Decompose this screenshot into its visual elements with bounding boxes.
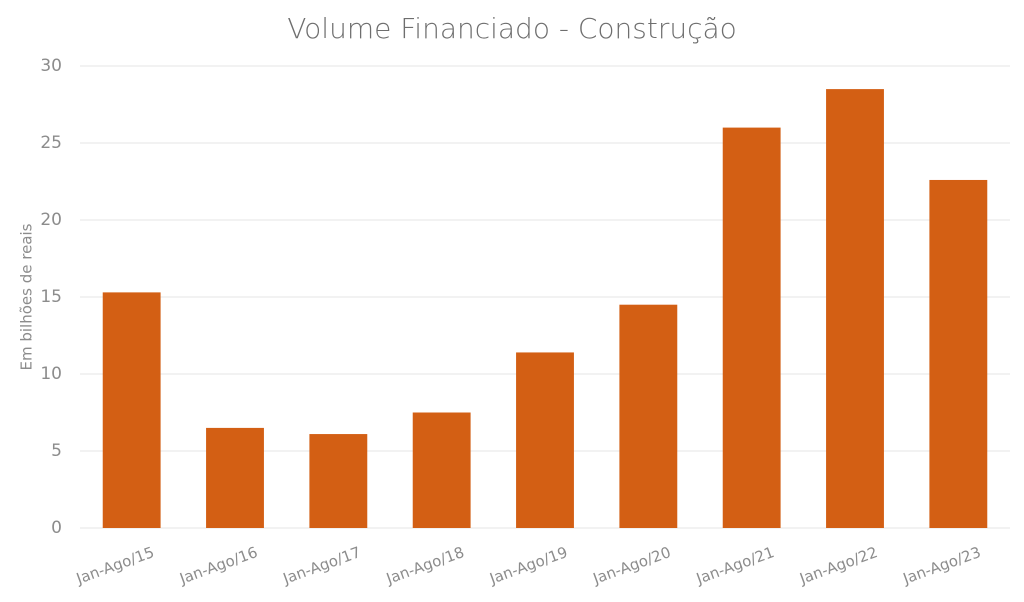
bar (516, 352, 574, 528)
y-tick-label: 10 (40, 364, 62, 384)
bar (619, 304, 678, 528)
y-axis-label: Em bilhões de reais (18, 223, 36, 370)
bar (722, 127, 781, 528)
y-tick-label: 30 (40, 56, 62, 76)
y-tick-label: 5 (51, 441, 62, 461)
bar (929, 179, 988, 528)
y-tick-label: 20 (40, 210, 62, 230)
bar (826, 89, 884, 528)
x-tick-label: Jan-Ago/18 (383, 543, 467, 588)
y-tick-label: 25 (40, 133, 62, 153)
x-tick-label: Jan-Ago/23 (900, 543, 984, 588)
x-tick-label: Jan-Ago/15 (73, 543, 157, 588)
x-tick-label: Jan-Ago/19 (486, 543, 570, 588)
bar (102, 292, 161, 528)
chart-title: Volume Financiado - Construção (287, 12, 737, 45)
x-tick-label: Jan-Ago/22 (796, 543, 880, 588)
bar (206, 427, 264, 528)
bar (412, 412, 471, 528)
bar (309, 434, 368, 528)
x-tick-label: Jan-Ago/17 (280, 543, 364, 588)
x-tick-label: Jan-Ago/21 (693, 543, 777, 588)
x-tick-label: Jan-Ago/20 (590, 543, 674, 588)
y-tick-label: 0 (51, 518, 62, 538)
y-tick-label: 15 (40, 287, 62, 307)
x-tick-label: Jan-Ago/16 (176, 543, 260, 588)
